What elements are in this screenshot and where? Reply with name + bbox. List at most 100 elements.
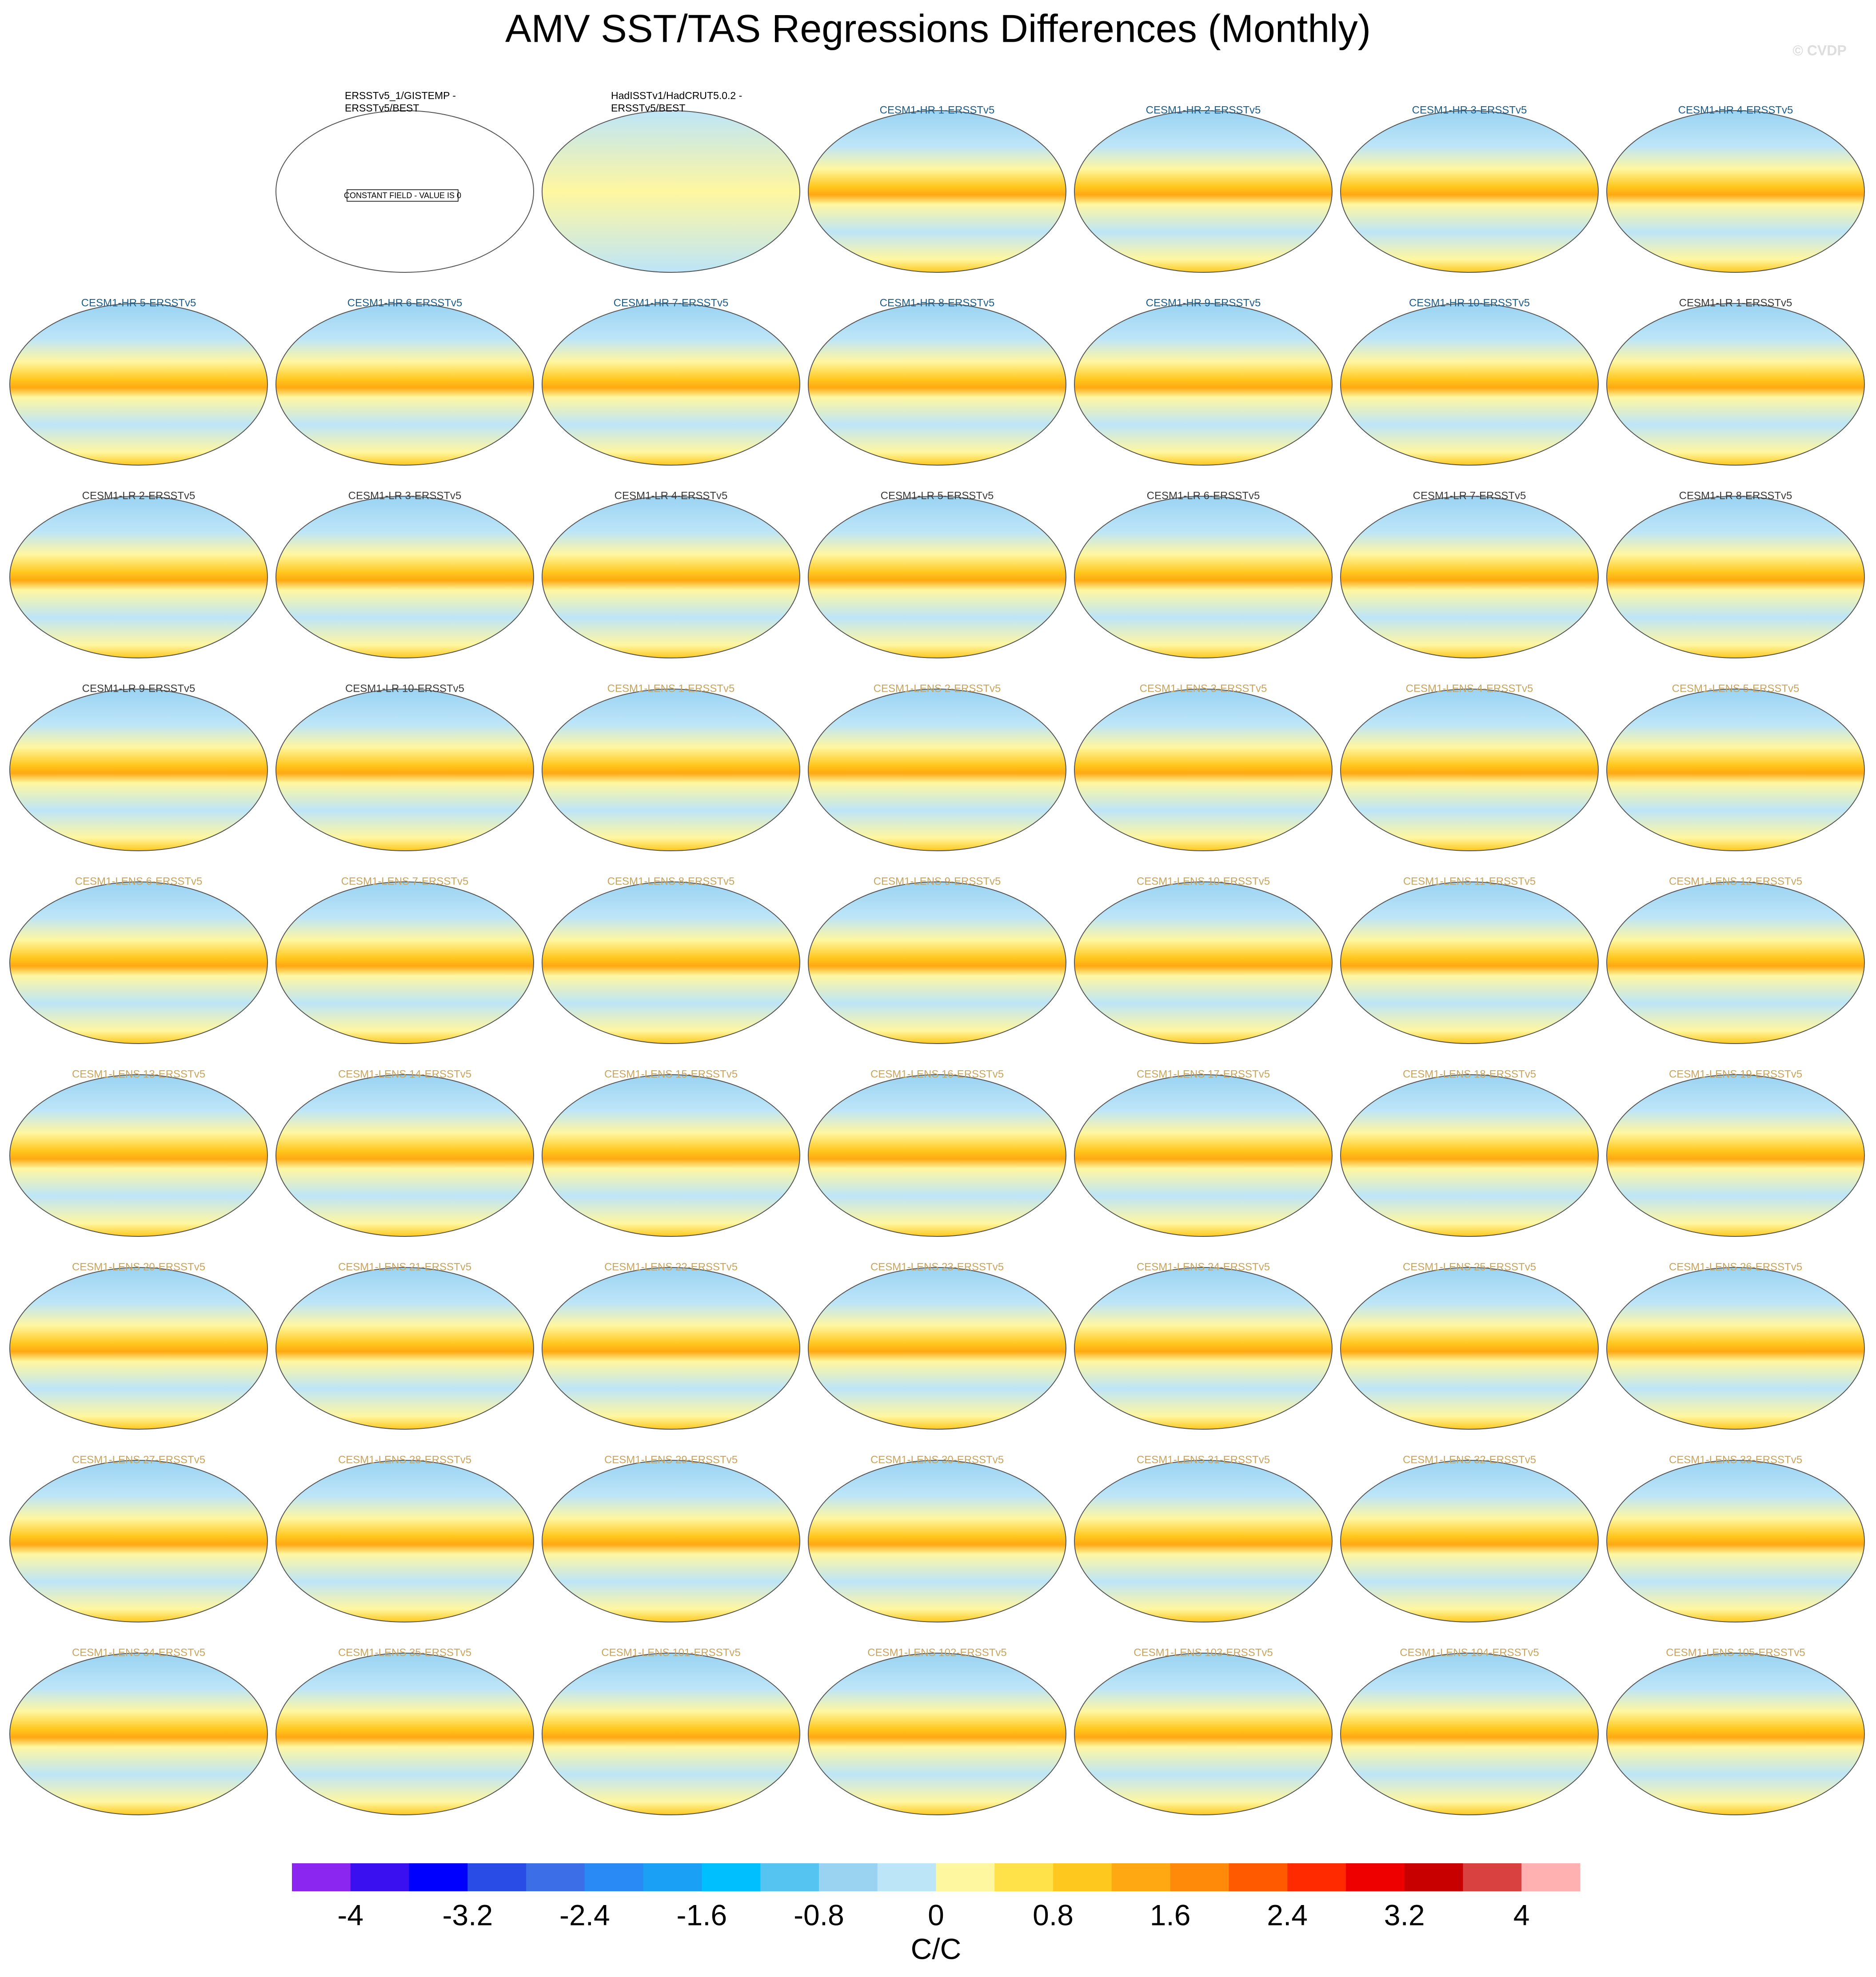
panel-title: CESM1-LENS 10-ERSSTv5 [1137,875,1270,887]
map-panel: CESM1-HR 2-ERSSTv5 [1074,104,1333,273]
colorbar-tick-label: -1.6 [677,1898,727,1931]
map-field [9,496,268,658]
panel-title: CESM1-LENS 19-ERSSTv5 [1669,1068,1802,1080]
panel-title: CESM1-LENS 104-ERSSTv5 [1400,1646,1539,1658]
panel-title: CESM1-HR 8-ERSSTv5 [880,297,995,309]
colorbar-tick-label: 4 [1513,1898,1530,1931]
panel-title: CESM1-LR 10-ERSSTv5 [345,682,464,694]
map-field [808,496,1066,658]
colorbar-box [467,1863,527,1891]
map-field [275,1074,534,1237]
map-panel: HadISSTv1/HadCRUT5.0.2 -ERSSTv5/BEST [542,90,800,273]
colorbar-tick-label: -3.2 [442,1898,493,1931]
panel-title: CESM1-LENS 17-ERSSTv5 [1137,1068,1270,1080]
map-panel: CESM1-LENS 23-ERSSTv5 [808,1261,1066,1430]
colorbar-tick-label: 0 [928,1898,944,1931]
panel-title: CESM1-LR 7-ERSSTv5 [1413,490,1526,502]
colorbar-box [1053,1863,1112,1891]
map-field [1340,1653,1599,1815]
map-field [1074,1653,1333,1815]
map-panel: CESM1-LENS 24-ERSSTv5 [1074,1261,1333,1430]
map-panel: CESM1-LENS 16-ERSSTv5 [808,1068,1066,1237]
map-panel: CESM1-LENS 18-ERSSTv5 [1340,1068,1599,1237]
panel-title: CESM1-LENS 32-ERSSTv5 [1403,1454,1536,1466]
map-panel: CESM1-LENS 8-ERSSTv5 [542,875,800,1044]
colorbar-box [1287,1863,1346,1891]
map-field [9,1267,268,1430]
colorbar-box [1521,1863,1581,1891]
panel-title: CESM1-LR 6-ERSSTv5 [1147,490,1260,502]
map-note: CONSTANT FIELD - VALUE IS 0 [344,191,461,200]
panel-title: CESM1-LENS 8-ERSSTv5 [607,875,735,887]
map-panel: CESM1-LR 5-ERSSTv5 [808,490,1066,658]
panel-title: CESM1-LENS 102-ERSSTv5 [867,1646,1006,1658]
panel-title: CESM1-LENS 23-ERSSTv5 [870,1261,1004,1273]
map-field [9,303,268,466]
map-panel: CESM1-HR 8-ERSSTv5 [808,297,1066,466]
colorbar-tick-label: -4 [337,1898,363,1931]
panel-title: CESM1-LENS 11-ERSSTv5 [1403,875,1536,887]
map-field [1340,689,1599,851]
map-panel: CESM1-LENS 28-ERSSTv5 [275,1454,534,1622]
map-field [1074,881,1333,1044]
panel-title: CESM1-LENS 30-ERSSTv5 [870,1454,1004,1466]
panel-title: CESM1-LR 1-ERSSTv5 [1679,297,1792,309]
map-field [808,881,1066,1044]
map-panel: CESM1-LENS 9-ERSSTv5 [808,875,1066,1044]
panel-title: CESM1-LENS 12-ERSSTv5 [1669,875,1802,887]
map-field [1340,110,1599,273]
panel-title: CESM1-HR 5-ERSSTv5 [81,297,196,309]
panel-title: CESM1-LENS 14-ERSSTv5 [338,1068,471,1080]
panel-title: HadISSTv1/HadCRUT5.0.2 - [611,90,742,101]
map-field [1606,110,1865,273]
map-field [275,881,534,1044]
map-panel: CESM1-LR 6-ERSSTv5 [1074,490,1333,658]
panel-title: CESM1-HR 10-ERSSTv5 [1409,297,1530,309]
panel-title: CESM1-LENS 16-ERSSTv5 [870,1068,1004,1080]
panel-title: CESM1-LENS 13-ERSSTv5 [72,1068,205,1080]
colorbar-box [1404,1863,1463,1891]
map-field [808,689,1066,851]
colorbar-tick-label: 3.2 [1384,1898,1425,1931]
panel-title: CESM1-HR 4-ERSSTv5 [1678,104,1793,116]
panel-title: CESM1-LENS 33-ERSSTv5 [1669,1454,1802,1466]
panel-title: CESM1-LENS 101-ERSSTv5 [601,1646,740,1658]
panel-title: CESM1-LR 5-ERSSTv5 [881,490,994,502]
map-panel: CESM1-LR 1-ERSSTv5 [1606,297,1865,466]
panel-title: CESM1-LENS 27-ERSSTv5 [72,1454,205,1466]
panel-title: CESM1-HR 3-ERSSTv5 [1412,104,1527,116]
map-field [275,1653,534,1815]
panel-title: CESM1-LR 9-ERSSTv5 [82,682,196,694]
panel-title: CESM1-LENS 21-ERSSTv5 [338,1261,471,1273]
colorbar-box [350,1863,410,1891]
panel-title: CESM1-LENS 1-ERSSTv5 [607,682,735,694]
panel-title: CESM1-LENS 31-ERSSTv5 [1137,1454,1270,1466]
panel-title: CESM1-LENS 25-ERSSTv5 [1403,1261,1536,1273]
map-panel: CESM1-LENS 34-ERSSTv5 [9,1646,268,1815]
colorbar-box [1229,1863,1288,1891]
map-field [1606,1653,1865,1815]
panel-title: CESM1-HR 7-ERSSTv5 [614,297,729,309]
panel-title: CESM1-HR 1-ERSSTv5 [880,104,995,116]
panel-title: CESM1-LENS 2-ERSSTv5 [874,682,1001,694]
map-panel: CESM1-HR 5-ERSSTv5 [9,297,268,466]
map-panel: CESM1-LENS 15-ERSSTv5 [542,1068,800,1237]
map-field [542,1267,800,1430]
map-panel: CESM1-HR 3-ERSSTv5 [1340,104,1599,273]
map-field [808,1653,1066,1815]
colorbar-label: C/C [911,1932,962,1965]
map-field [9,689,268,851]
panel-title: CESM1-LENS 34-ERSSTv5 [72,1646,205,1658]
map-panel: CESM1-LENS 22-ERSSTv5 [542,1261,800,1430]
map-field [1606,1074,1865,1237]
map-field [1340,1074,1599,1237]
colorbar-tick-label: -2.4 [559,1898,610,1931]
map-field [9,881,268,1044]
map-panel: CESM1-HR 1-ERSSTv5 [808,104,1066,273]
map-field [542,881,800,1044]
map-field [1074,689,1333,851]
map-panel: CESM1-LENS 2-ERSSTv5 [808,682,1066,851]
note-box [347,189,459,202]
panel-title: CESM1-LENS 20-ERSSTv5 [72,1261,205,1273]
map-field [1340,1267,1599,1430]
